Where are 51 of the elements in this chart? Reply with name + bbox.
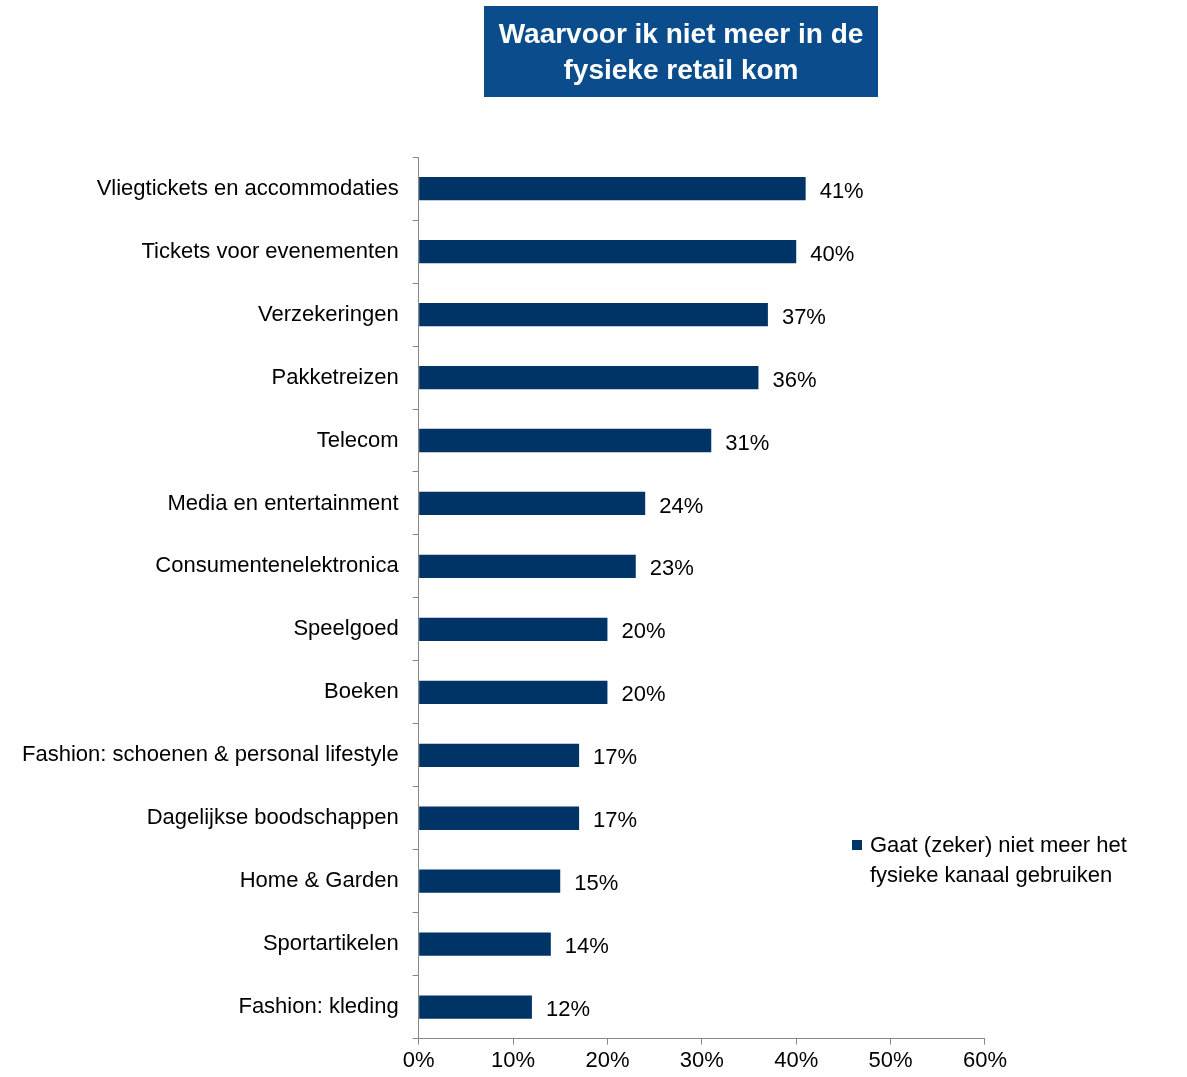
data-label: 24%	[659, 492, 704, 518]
y-tick-label: Sportartikelen	[262, 930, 399, 956]
bar	[419, 365, 759, 390]
y-tick-label: Speelgoed	[293, 615, 399, 641]
chart-title: Waarvoor ik niet meer in de fysieke retail kom	[484, 6, 878, 97]
x-tick-label: 50%	[868, 1046, 913, 1072]
y-tick-label: Pakketreizen	[271, 363, 399, 389]
x-tick-label: 60%	[962, 1046, 1008, 1072]
y-tick-label: Fashion: schoenen & personal lifestyle	[21, 741, 399, 767]
legend-label: Gaat (zeker) niet meer het fysieke kanaal gebruiken	[870, 831, 1128, 889]
bar	[419, 491, 646, 516]
x-tick-label: 40%	[774, 1046, 819, 1072]
bar	[419, 806, 580, 830]
data-label: 14%	[564, 933, 609, 959]
data-label: 17%	[593, 807, 638, 833]
y-tick-label: Boeken	[324, 678, 399, 704]
y-tick-label: Dagelijkse boodschappen	[146, 804, 399, 830]
bar	[419, 995, 532, 1019]
data-label: 20%	[621, 681, 666, 707]
data-label: 36%	[772, 366, 817, 392]
bar	[419, 932, 551, 956]
data-label: 23%	[649, 555, 694, 581]
data-label: 31%	[725, 429, 770, 455]
x-tick-label: 10%	[491, 1046, 536, 1072]
y-tick-label: Verzekeringen	[258, 300, 399, 326]
y-tick-label: Telecom	[316, 426, 399, 452]
data-label: 20%	[621, 618, 666, 644]
x-tick-label: 0%	[402, 1046, 435, 1072]
data-label: 41%	[819, 177, 864, 203]
bar	[419, 177, 806, 201]
y-tick-label: Home & Garden	[239, 867, 399, 893]
y-tick-label: Vliegtickets en accommodaties	[96, 174, 399, 200]
bar	[419, 302, 768, 327]
y-tick-label: Fashion: kleding	[238, 993, 399, 1019]
bar	[419, 680, 608, 704]
bar	[419, 428, 712, 453]
bar	[419, 554, 636, 579]
bar	[419, 743, 580, 767]
y-tick-label: Media en entertainment	[167, 489, 399, 515]
x-tick-label: 30%	[679, 1046, 724, 1072]
bar	[419, 239, 797, 264]
y-tick-label: Tickets voor evenementen	[141, 237, 399, 263]
bar	[419, 617, 608, 642]
data-label: 12%	[545, 996, 590, 1022]
bar	[419, 869, 561, 893]
y-tick-label: Consumentenelektronica	[155, 552, 400, 578]
data-label: 15%	[574, 870, 619, 896]
data-label: 37%	[781, 303, 826, 329]
x-tick-label: 20%	[585, 1046, 630, 1072]
data-label: 17%	[593, 744, 638, 770]
data-label: 40%	[810, 240, 855, 266]
